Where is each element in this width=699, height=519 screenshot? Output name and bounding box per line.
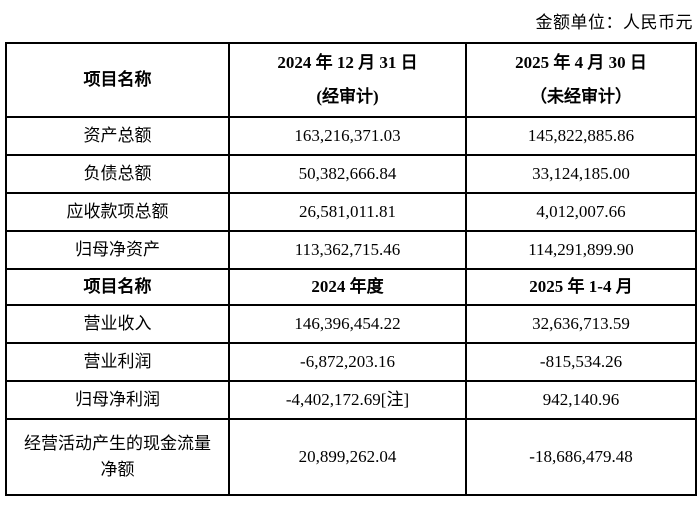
row-label: 归母净利润 — [5, 380, 230, 420]
header-item-name: 项目名称 — [5, 42, 230, 118]
table-row: 应收款项总额 26,581,011.81 4,012,007.66 — [5, 192, 697, 232]
header-date-2025-line1: 2025 年 4 月 30 日 — [515, 53, 647, 72]
row-label: 应收款项总额 — [5, 192, 230, 232]
header-period-2025: 2025 年 1-4 月 — [465, 268, 697, 306]
table-row: 归母净资产 113,362,715.46 114,291,899.90 — [5, 230, 697, 270]
row-label: 归母净资产 — [5, 230, 230, 270]
value-2024: 113,362,715.46 — [228, 230, 467, 270]
table-header-balance: 项目名称 2024 年 12 月 31 日 (经审计) 2025 年 4 月 3… — [5, 42, 697, 118]
table-header-income: 项目名称 2024 年度 2025 年 1-4 月 — [5, 268, 697, 306]
table-row: 负债总额 50,382,666.84 33,124,185.00 — [5, 154, 697, 194]
row-label: 营业收入 — [5, 304, 230, 344]
value-2024: -4,402,172.69[注] — [228, 380, 467, 420]
table-row: 归母净利润 -4,402,172.69[注] 942,140.96 — [5, 380, 697, 420]
header-item-name: 项目名称 — [5, 268, 230, 306]
value-2025: -18,686,479.48 — [465, 418, 697, 496]
value-2025: 942,140.96 — [465, 380, 697, 420]
value-2025: 32,636,713.59 — [465, 304, 697, 344]
value-2024: 26,581,011.81 — [228, 192, 467, 232]
value-2024: 146,396,454.22 — [228, 304, 467, 344]
value-2024: 163,216,371.03 — [228, 116, 467, 156]
header-date-2024-line2: (经审计) — [316, 87, 379, 106]
row-label: 负债总额 — [5, 154, 230, 194]
header-period-2024: 2024 年度 — [228, 268, 467, 306]
row-label: 营业利润 — [5, 342, 230, 382]
value-2025: 33,124,185.00 — [465, 154, 697, 194]
header-date-2025-line2: （未经审计） — [530, 87, 632, 106]
header-date-2024-line1: 2024 年 12 月 31 日 — [277, 53, 418, 72]
value-2025: 4,012,007.66 — [465, 192, 697, 232]
value-2025: 114,291,899.90 — [465, 230, 697, 270]
value-2025: 145,822,885.86 — [465, 116, 697, 156]
table-row: 营业利润 -6,872,203.16 -815,534.26 — [5, 342, 697, 382]
row-label: 资产总额 — [5, 116, 230, 156]
header-date-2024: 2024 年 12 月 31 日 (经审计) — [228, 42, 467, 118]
value-2024: -6,872,203.16 — [228, 342, 467, 382]
row-label: 经营活动产生的现金流量净额 — [5, 418, 230, 496]
table-row: 营业收入 146,396,454.22 32,636,713.59 — [5, 304, 697, 344]
table-row: 资产总额 163,216,371.03 145,822,885.86 — [5, 116, 697, 156]
amount-unit-label: 金额单位：人民币元 — [535, 13, 693, 32]
table-row: 经营活动产生的现金流量净额 20,899,262.04 -18,686,479.… — [5, 418, 697, 496]
value-2025: -815,534.26 — [465, 342, 697, 382]
value-2024: 50,382,666.84 — [228, 154, 467, 194]
value-2024: 20,899,262.04 — [228, 418, 467, 496]
financial-summary-table: 项目名称 2024 年 12 月 31 日 (经审计) 2025 年 4 月 3… — [5, 42, 697, 496]
header-date-2025: 2025 年 4 月 30 日 （未经审计） — [465, 42, 697, 118]
